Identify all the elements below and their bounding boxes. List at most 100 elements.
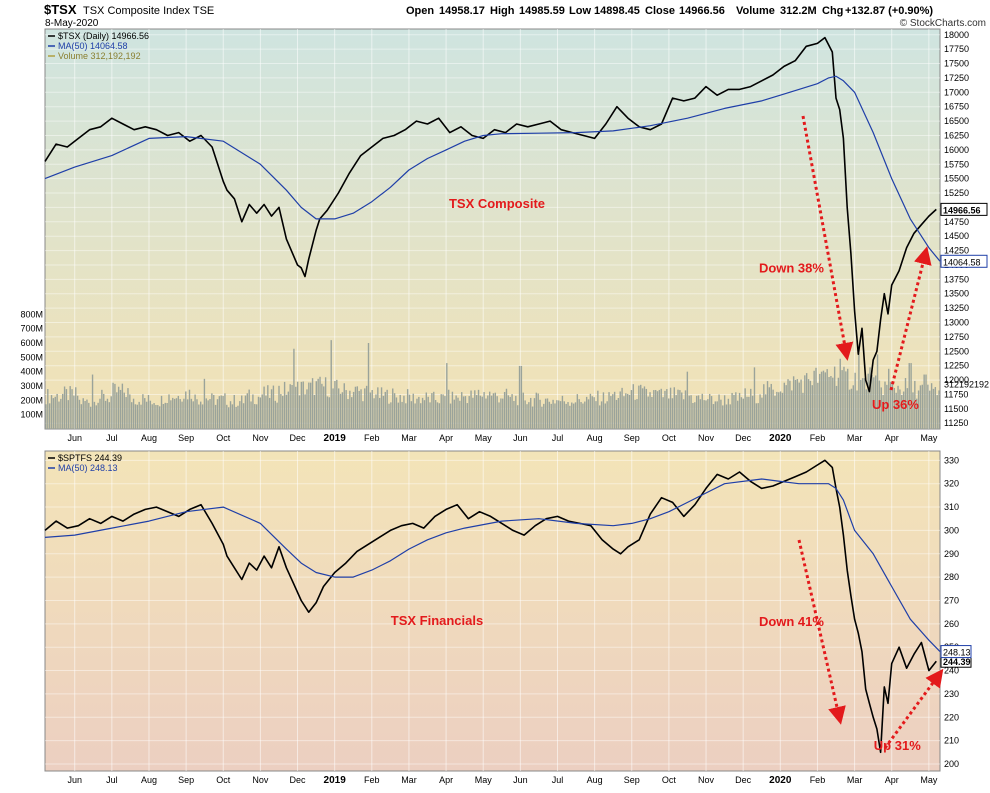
tsx-composite-volume-bar <box>395 397 398 429</box>
tsx-composite-volume-bar <box>103 393 105 429</box>
tsx-composite-volume-bar <box>75 387 77 429</box>
tsx-composite-volume-bar <box>119 389 122 429</box>
tsx-composite-y-tick-label: 17750 <box>944 44 969 54</box>
tsx-composite-volume-bar <box>783 382 786 429</box>
tsx-composite-x-tick-label: Nov <box>698 433 715 443</box>
tsx-composite-volume-bar <box>50 395 53 429</box>
tsx-composite-volume-bar <box>421 397 424 429</box>
tsx-composite-volume-bar <box>876 354 879 429</box>
tsx-financials-y-tick-label: 240 <box>944 666 959 676</box>
tsx-composite-volume-bar <box>718 394 720 429</box>
low-value: 14898.45 <box>594 5 640 17</box>
tsx-financials-plot-area <box>44 450 941 772</box>
tsx-composite-x-tick-label: Mar <box>401 433 417 443</box>
tsx-composite-volume-bar <box>671 398 674 429</box>
tsx-composite-last-price-label-box <box>940 202 988 216</box>
tsx-composite-volume-bar <box>285 394 288 429</box>
tsx-composite-volume-bar <box>610 396 612 429</box>
tsx-composite-x-tick-label: May <box>920 433 938 443</box>
tsx-composite-y-tick-label: 13500 <box>944 289 969 299</box>
tsx-financials-x-tick-label: May <box>475 775 493 785</box>
tsx-composite-volume-bar <box>798 382 800 429</box>
tsx-composite-x-tick-label: Sep <box>624 433 640 443</box>
tsx-composite-volume-bar <box>597 390 599 429</box>
tsx-financials-y-tick-label: 230 <box>944 689 959 699</box>
tsx-composite-volume-bar <box>198 404 200 429</box>
tsx-financials-y-tick-label: 260 <box>944 619 959 629</box>
tsx-composite-volume-bar <box>731 392 733 429</box>
tsx-composite-x-tick-label: Apr <box>439 433 453 443</box>
tsx-composite-volume-bar <box>347 399 349 429</box>
tsx-composite-volume-bar <box>302 381 304 429</box>
tsx-composite-volume-bar <box>778 392 780 429</box>
tsx-composite-volume-bar <box>106 398 109 429</box>
tsx-composite-volume-bar <box>367 343 370 429</box>
tsx-composite-volume-bar <box>336 379 338 429</box>
tsx-composite-volume-bar <box>252 394 254 429</box>
tsx-composite-volume-bar <box>929 390 931 429</box>
tsx-composite-y-tick-label: 13250 <box>944 303 969 313</box>
tsx-composite-volume-bar <box>530 397 532 429</box>
tsx-composite-volume-bar <box>283 381 286 429</box>
tsx-composite-legend-label: Volume 312,192,192 <box>58 51 141 61</box>
tsx-composite-volume-bar <box>172 397 174 429</box>
tsx-composite-volume-bar <box>155 404 157 429</box>
tsx-composite-volume-bar <box>593 397 595 429</box>
tsx-composite-annotation-1: Up 36% <box>872 397 919 412</box>
tsx-financials-x-tick-label: Aug <box>587 775 603 785</box>
tsx-composite-volume-bar <box>768 387 771 429</box>
tsx-composite-volume-bar <box>287 391 290 429</box>
tsx-composite-volume-bar <box>397 402 400 429</box>
tsx-financials-y-tick-label: 330 <box>944 455 959 465</box>
tsx-composite-volume-bar <box>727 398 730 429</box>
tsx-composite-volume-bar <box>211 393 213 429</box>
tsx-composite-volume-bar <box>67 400 70 429</box>
tsx-composite-volume-bar <box>485 398 487 429</box>
tsx-financials-annotation-arrow-0 <box>797 539 846 725</box>
tsx-composite-volume-bar <box>360 389 362 429</box>
tsx-composite-volume-bar <box>205 398 207 429</box>
tsx-composite-volume-bar <box>272 385 275 429</box>
tsx-composite-volume-bar <box>185 391 187 429</box>
tsx-composite-volume-bar <box>433 391 435 429</box>
tsx-financials-x-tick-label: Jun <box>513 775 528 785</box>
tsx-composite-volume-bar <box>641 388 644 429</box>
tsx-composite-volume-bar <box>151 404 153 429</box>
tsx-composite-volume-bar <box>339 393 342 429</box>
tsx-composite-y-tick-label: 12500 <box>944 346 969 356</box>
tsx-composite-volume-bar <box>805 373 808 429</box>
tsx-composite-volume-bar <box>88 402 90 429</box>
tsx-composite-volume-bar <box>847 368 849 429</box>
tsx-composite-volume-bar <box>787 379 789 429</box>
tsx-composite-volume-bar <box>811 385 813 429</box>
tsx-composite-volume-bar <box>52 398 55 429</box>
tsx-composite-volume-bar <box>131 402 133 429</box>
tsx-composite-volume-bar <box>101 389 103 429</box>
tsx-composite-volume-bar <box>694 402 696 429</box>
tsx-composite-volume-bar <box>901 394 903 429</box>
tsx-composite-volume-bar <box>779 391 782 429</box>
tsx-financials-x-tick-label: Oct <box>216 775 231 785</box>
tsx-composite-y-tick-label: 12250 <box>944 361 969 371</box>
tsx-composite-volume-bar <box>134 404 137 429</box>
tsx-composite-volume-bar <box>815 367 817 429</box>
tsx-composite-volume-bar <box>638 385 640 429</box>
tsx-composite-watermark: TSX Composite <box>449 196 545 211</box>
tsx-composite-volume-bar <box>852 385 854 429</box>
tsx-financials-x-tick-label: Sep <box>178 775 194 785</box>
tsx-composite-volume-bar <box>95 405 97 429</box>
tsx-composite-volume-bar <box>48 403 51 429</box>
tsx-composite-volume-bar <box>518 365 521 429</box>
tsx-composite-volume-bar <box>175 398 178 429</box>
tsx-composite-volume-bar <box>371 390 373 429</box>
tsx-composite-volume-bar <box>820 371 823 429</box>
tsx-composite-x-tick-label: Dec <box>735 433 752 443</box>
tsx-composite-volume-bar <box>750 388 752 429</box>
tsx-composite-y-tick-label: 18000 <box>944 30 969 40</box>
tsx-composite-volume-bar <box>479 395 482 429</box>
tsx-composite-volume-bar <box>785 385 787 429</box>
tsx-composite-volume-bar <box>669 387 672 429</box>
tsx-composite-volume-bar <box>144 398 146 429</box>
tsx-financials-y-tick-label: 270 <box>944 595 959 605</box>
tsx-composite-volume-bar <box>317 378 319 429</box>
